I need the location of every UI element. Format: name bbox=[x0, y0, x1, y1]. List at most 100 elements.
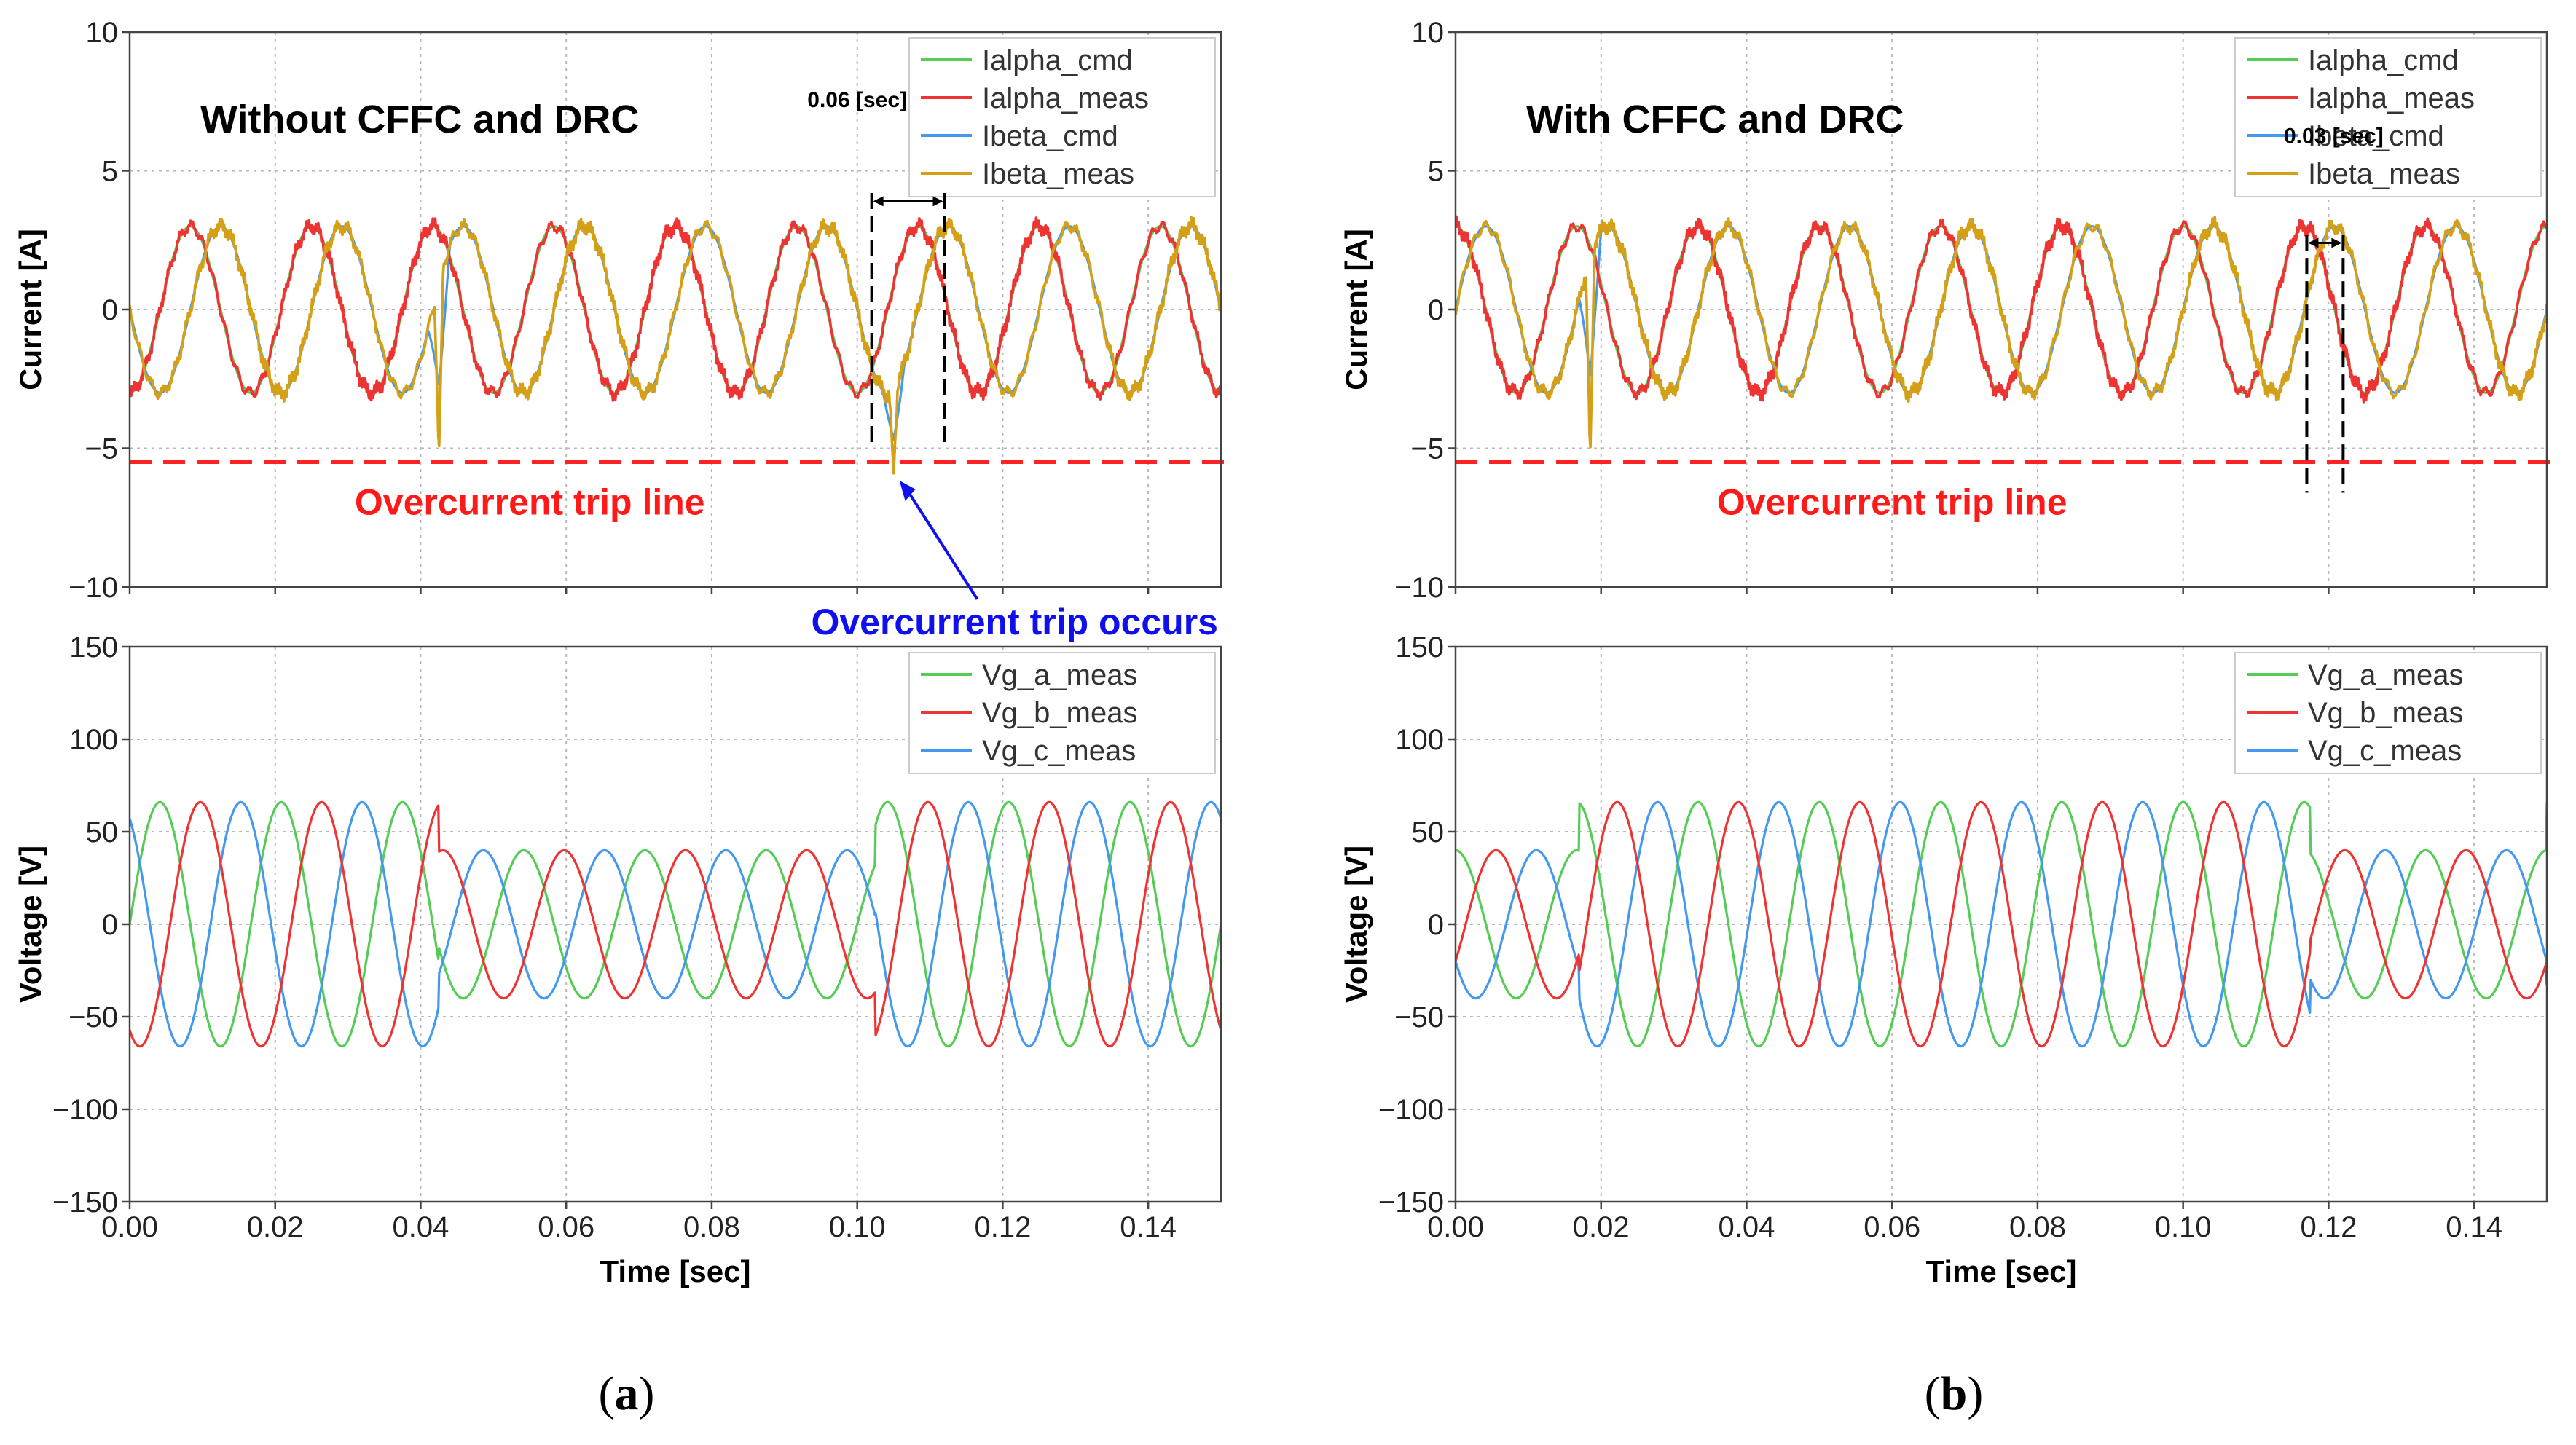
x-axis-label: Time [sec] bbox=[1926, 1254, 2077, 1288]
legend-entry-ialpha-cmd: Ialpha_cmd bbox=[2308, 44, 2459, 76]
chart-a-voltage-xtick-label: 0.04 bbox=[393, 1211, 449, 1243]
legend: Vg_a_meas Vg_b_meas Vg_c_meas bbox=[908, 652, 1216, 774]
chart-a-voltage-xtick-label: 0.00 bbox=[101, 1211, 158, 1243]
chart-a-current-ytick-label: 10 bbox=[86, 17, 119, 49]
chart-a-voltage-ytick-label: −50 bbox=[68, 1001, 118, 1033]
chart-a-current-ytick-label: 5 bbox=[102, 156, 118, 188]
legend-entry-ibeta-cmd: Ibeta_cmd bbox=[982, 120, 1118, 152]
legend-entry-ialpha-meas: Ialpha_meas bbox=[982, 82, 1149, 114]
chart-a-voltage-ytick-label: 150 bbox=[69, 631, 118, 664]
chart-b-voltage-ytick-label: −50 bbox=[1394, 1001, 1444, 1033]
legend: Vg_a_meas Vg_b_meas Vg_c_meas bbox=[2234, 652, 2542, 774]
chart-b-current-ytick-label: −5 bbox=[1410, 433, 1444, 465]
interval-annotation: 0.06 [sec] bbox=[807, 88, 946, 443]
legend-entry-vg-a-meas: Vg_a_meas bbox=[2308, 659, 2463, 691]
legend-entry-vg-a-meas: Vg_a_meas bbox=[982, 659, 1137, 691]
series-ialpha-meas bbox=[130, 216, 1221, 402]
legend-box bbox=[2234, 37, 2542, 197]
legend: Ialpha_cmd Ialpha_meas Ibeta_cmd Ibeta_meas bbox=[2234, 37, 2542, 197]
chart-b-voltage-xtick-label: 0.08 bbox=[2009, 1211, 2066, 1243]
interval-arrowhead-left bbox=[2308, 237, 2319, 248]
interval-label: 0.03 [sec] bbox=[2284, 124, 2384, 148]
callout-arrow bbox=[905, 488, 979, 600]
chart-a-voltage-xtick-label: 0.06 bbox=[538, 1211, 594, 1243]
chart-a-voltage-ytick-label: 100 bbox=[69, 724, 118, 756]
legend: Ialpha_cmd Ialpha_meas Ibeta_cmd Ibeta_meas bbox=[908, 37, 1216, 197]
chart-a-voltage-ytick-label: 50 bbox=[86, 816, 119, 849]
chart-a-current-ytick-label: 0 bbox=[102, 294, 118, 326]
chart-b-voltage-xtick-label: 0.12 bbox=[2300, 1211, 2357, 1243]
chart-b-voltage-xtick-label: 0.06 bbox=[1864, 1211, 1920, 1243]
chart-b-current-ytick-label: 0 bbox=[1428, 294, 1444, 326]
series-ibeta-meas bbox=[130, 216, 1221, 475]
chart-a-current-series-group bbox=[130, 216, 1221, 475]
chart-a-voltage-ytick-label: −100 bbox=[52, 1094, 118, 1126]
overcurrent-trip-line-label: Overcurrent trip line bbox=[355, 482, 705, 523]
callout-arrowhead bbox=[899, 480, 916, 501]
series-vg-b-meas bbox=[1456, 800, 2547, 1048]
series-vg-a-meas bbox=[1456, 800, 2547, 1048]
chart-a-voltage-xtick-label: 0.14 bbox=[1120, 1211, 1177, 1243]
chart-a-voltage-xtick-label: 0.12 bbox=[974, 1211, 1031, 1243]
chart-b-voltage-ytick-label: 150 bbox=[1395, 631, 1444, 664]
chart-a-voltage-xtick-label: 0.02 bbox=[247, 1211, 304, 1243]
chart-b-voltage-xtick-label: 0.14 bbox=[2446, 1211, 2502, 1243]
interval-arrowhead-right bbox=[2331, 237, 2342, 248]
chart-b-current-ytick-label: 5 bbox=[1428, 156, 1444, 188]
y-axis-label: Voltage [V] bbox=[13, 846, 47, 1003]
chart-a-voltage-series-group bbox=[130, 800, 1221, 1048]
chart-b-current: 10 5 0 −5 −10 Current [A] With CFFC and DRC Ial… bbox=[1339, 17, 2556, 604]
series-vg-c-meas bbox=[130, 800, 1221, 1048]
legend-entry-ialpha-meas: Ialpha_meas bbox=[2308, 82, 2475, 114]
chart-b-voltage-ytick-label: 50 bbox=[1412, 816, 1445, 849]
chart-b-current-series-group bbox=[1456, 215, 2547, 449]
legend-entry-ibeta-meas: Ibeta_meas bbox=[982, 158, 1134, 190]
legend-entry-vg-c-meas: Vg_c_meas bbox=[2308, 735, 2462, 767]
trip-occurs-callout: Overcurrent trip occurs bbox=[811, 480, 1218, 642]
chart-title: Without CFFC and DRC bbox=[200, 98, 639, 141]
chart-b-current-ytick-label: −10 bbox=[1394, 572, 1444, 604]
chart-title: With CFFC and DRC bbox=[1526, 98, 1904, 141]
panel-label-b: (b) bbox=[1925, 1367, 1984, 1420]
series-vg-a-meas bbox=[130, 800, 1221, 1048]
chart-b-voltage-xtick-label: 0.00 bbox=[1427, 1211, 1484, 1243]
chart-a-voltage-xtick-label: 0.10 bbox=[829, 1211, 886, 1243]
legend-entry-ialpha-cmd: Ialpha_cmd bbox=[982, 44, 1133, 76]
legend-entry-vg-c-meas: Vg_c_meas bbox=[982, 735, 1136, 767]
chart-a-current-ytick-label: −10 bbox=[68, 572, 118, 604]
chart-a-current: 10 5 0 −5 −10 Current [A] Without CFFC and DRC… bbox=[13, 17, 1230, 642]
y-axis-label: Voltage [V] bbox=[1339, 846, 1373, 1003]
series-ialpha-meas bbox=[1456, 215, 2547, 404]
interval-arrowhead-left bbox=[873, 196, 884, 207]
legend-entry-ibeta-cmd: Ibeta_cmd bbox=[2308, 120, 2444, 152]
legend-entry-ibeta-meas: Ibeta_meas bbox=[2308, 158, 2460, 190]
y-axis-label: Current [A] bbox=[1339, 229, 1373, 390]
chart-b-voltage-ytick-label: −100 bbox=[1378, 1094, 1444, 1126]
chart-b-voltage-series-group bbox=[1456, 800, 2547, 1048]
panel-label-a: (a) bbox=[599, 1367, 655, 1420]
legend-entry-vg-b-meas: Vg_b_meas bbox=[982, 697, 1137, 729]
chart-b-voltage-xtick-label: 0.04 bbox=[1719, 1211, 1775, 1243]
chart-a-current-ytick-label: −5 bbox=[85, 433, 118, 465]
interval-label: 0.06 [sec] bbox=[807, 88, 907, 112]
y-axis-label: Current [A] bbox=[13, 229, 47, 390]
legend-entry-vg-b-meas: Vg_b_meas bbox=[2308, 697, 2463, 729]
series-ibeta-meas bbox=[1456, 216, 2547, 449]
chart-a-voltage-ytick-label: 0 bbox=[102, 909, 118, 941]
interval-arrowhead-right bbox=[932, 196, 943, 207]
chart-b-voltage-xtick-label: 0.02 bbox=[1573, 1211, 1630, 1243]
chart-a-voltage-xtick-label: 0.08 bbox=[683, 1211, 740, 1243]
chart-b-voltage-ytick-label: 0 bbox=[1428, 909, 1444, 941]
chart-b-voltage-ytick-label: 100 bbox=[1395, 724, 1444, 756]
series-vg-b-meas bbox=[130, 800, 1221, 1048]
chart-a-voltage-ytick-label: −150 bbox=[52, 1186, 118, 1218]
chart-b-voltage-xtick-label: 0.10 bbox=[2155, 1211, 2212, 1243]
callout-label: Overcurrent trip occurs bbox=[811, 602, 1218, 642]
x-axis-label: Time [sec] bbox=[600, 1254, 751, 1288]
interval-annotation: 0.03 [sec] bbox=[2284, 124, 2384, 493]
chart-b-voltage-ytick-label: −150 bbox=[1378, 1186, 1444, 1218]
legend-box bbox=[908, 37, 1216, 197]
